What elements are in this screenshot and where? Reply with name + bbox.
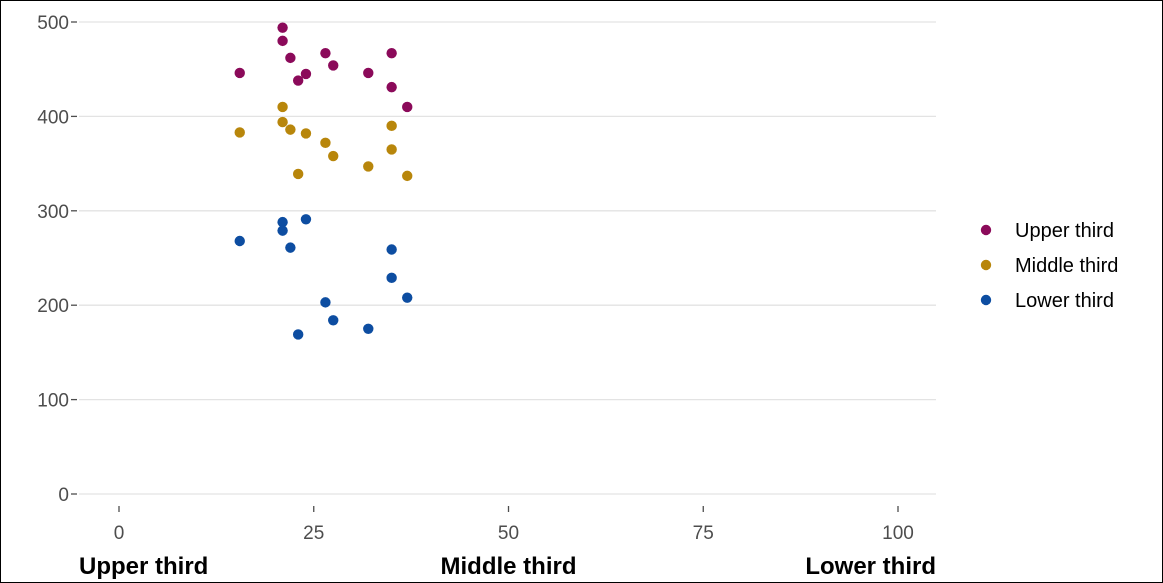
data-point [328, 315, 339, 326]
data-point [363, 67, 374, 79]
data-point [234, 127, 245, 138]
data-point [277, 216, 288, 228]
x-tick-label: 0 [114, 523, 125, 544]
data-point [320, 47, 331, 59]
legend-marker [980, 294, 992, 306]
y-axis: 0 100 200 300 400 500 [37, 13, 77, 506]
x-category-labels: Upper third Middle third Lower third [79, 553, 936, 580]
data-point [402, 292, 413, 303]
data-point [386, 244, 397, 255]
data-point [363, 161, 374, 172]
gridlines [79, 21, 936, 495]
data-point [292, 168, 304, 180]
x-category-label: Middle third [441, 553, 577, 580]
data-point [386, 81, 397, 93]
data-point [386, 120, 397, 132]
legend-label: Upper third [1015, 220, 1114, 242]
y-tick-label: 300 [37, 202, 69, 223]
data-point [277, 35, 288, 47]
data-point [300, 68, 312, 80]
legend: Upper third Middle third Lower third [980, 220, 1118, 312]
data-point [402, 170, 413, 182]
data-point [277, 116, 288, 128]
y-tick-label: 200 [37, 296, 69, 317]
data-point [234, 67, 245, 79]
y-tick-label: 400 [37, 107, 69, 128]
data-point [320, 137, 331, 149]
y-tick-label: 500 [37, 13, 69, 34]
x-tick-label: 100 [882, 523, 914, 544]
data-point [234, 235, 245, 247]
data-point [292, 329, 304, 340]
x-category-label: Upper third [79, 553, 208, 580]
y-tick-label: 100 [37, 391, 69, 412]
data-point [363, 323, 374, 334]
data-point [386, 144, 397, 155]
data-point [285, 52, 296, 64]
data-point [300, 214, 312, 225]
data-point [328, 150, 339, 162]
legend-label: Middle third [1015, 255, 1118, 277]
data-point [277, 22, 288, 33]
x-tick-label: 25 [303, 523, 324, 544]
data-point [285, 242, 296, 253]
data-point [277, 225, 288, 236]
data-point [386, 47, 397, 59]
legend-label: Lower third [1015, 290, 1114, 312]
y-tick-label: 0 [58, 485, 69, 506]
data-point [402, 101, 413, 113]
data-point [277, 101, 288, 113]
data-point [320, 297, 331, 308]
x-tick-label: 75 [693, 523, 714, 544]
data-point [328, 60, 339, 71]
data-point [300, 128, 312, 139]
x-category-label: Lower third [805, 553, 936, 580]
legend-marker [980, 224, 992, 236]
legend-marker [980, 259, 992, 271]
x-tick-label: 50 [498, 523, 519, 544]
data-point [292, 75, 304, 86]
data-points [234, 22, 413, 340]
data-point [285, 124, 296, 135]
x-axis: 0 25 50 75 100 [114, 506, 914, 544]
data-point [386, 272, 397, 284]
